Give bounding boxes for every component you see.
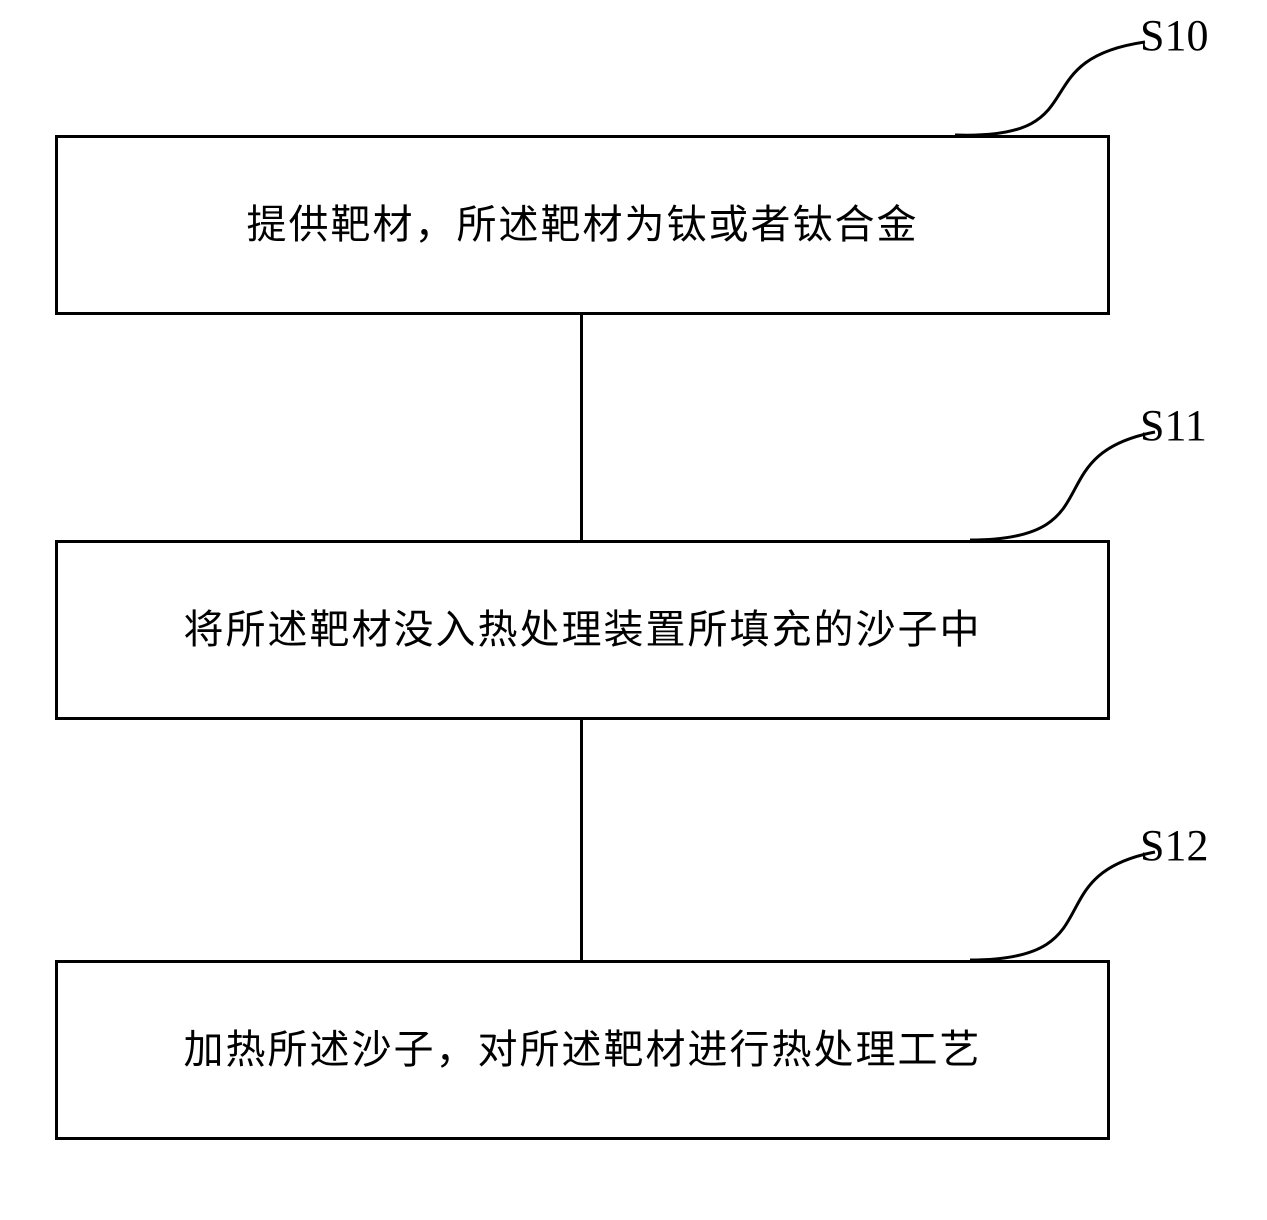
flowchart-node-s12: 加热所述沙子，对所述靶材进行热处理工艺: [55, 960, 1110, 1140]
flowchart-edge-s11-s12: [580, 720, 583, 960]
flowchart-node-s10-text: 提供靶材，所述靶材为钛或者钛合金: [247, 197, 919, 253]
flowchart-node-s11: 将所述靶材没入热处理装置所填充的沙子中: [55, 540, 1110, 720]
flowchart-leader-s11: [940, 420, 1190, 555]
flowchart-node-s11-text: 将所述靶材没入热处理装置所填充的沙子中: [184, 602, 982, 658]
flowchart-canvas: 提供靶材，所述靶材为钛或者钛合金 S10 将所述靶材没入热处理装置所填充的沙子中…: [0, 0, 1267, 1220]
flowchart-edge-s10-s11: [580, 315, 583, 540]
flowchart-node-s10: 提供靶材，所述靶材为钛或者钛合金: [55, 135, 1110, 315]
flowchart-node-s12-text: 加热所述沙子，对所述靶材进行热处理工艺: [184, 1022, 982, 1078]
flowchart-leader-s12: [940, 840, 1190, 975]
flowchart-leader-s10: [920, 30, 1180, 150]
